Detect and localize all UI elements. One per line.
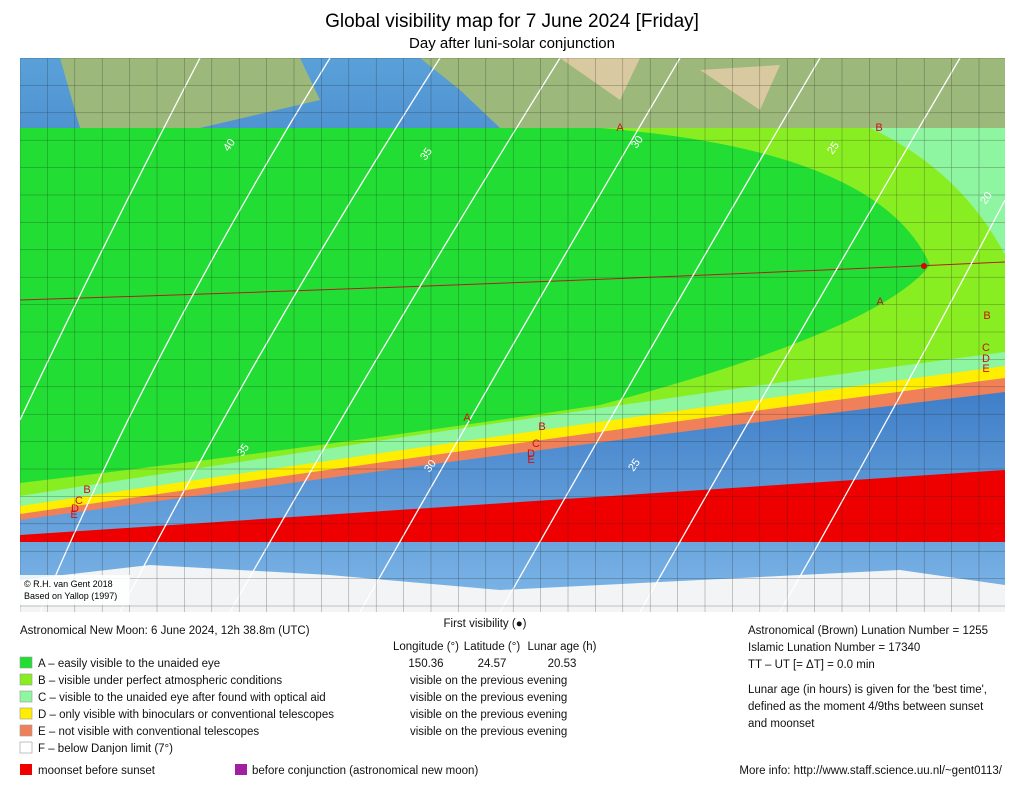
map [20,58,1005,612]
lunation-info: TT – UT [= ΔT] = 0.0 min [748,659,875,671]
lunation-info: Astronomical (Brown) Lunation Number = 1… [748,625,988,637]
contour-label: 20 [978,190,995,207]
legend-swatch [235,764,247,775]
contour [119,58,441,612]
contour [779,199,1005,612]
zone-label: A [463,412,471,424]
contour-label: 25 [626,457,643,474]
zone-label: C [75,495,83,507]
legend-label: C – visible to the unaided eye after fou… [38,692,326,704]
lunar-age-note: Lunar age (in hours) is given for the 'b… [748,684,987,696]
credit-box [20,575,130,605]
note: visible on the previous evening [410,675,567,687]
zone-label: A [876,296,884,308]
zone-label: D [982,353,990,365]
legend-label: moonset before sunset [38,765,156,777]
first-visibility-title: First visibility (●) [444,618,527,630]
contour-label: 30 [422,458,439,475]
credit: © R.H. van Gent 2018 [24,579,113,589]
contour-label: 25 [825,140,842,157]
lunar-age-note: defined as the moment 4/9ths between sun… [748,701,984,713]
title: Global visibility map for 7 June 2024 [F… [325,11,699,32]
subtitle: Day after luni-solar conjunction [409,35,615,52]
zone-label: B [538,421,545,433]
legend-swatch [19,656,33,669]
zone-label: C [532,438,540,450]
contour-label: 30 [629,134,646,151]
column-header: Longitude (°) [393,641,459,653]
zone-label: B [83,484,90,496]
credit: Based on Yallop (1997) [24,591,117,601]
longitude: 150.36 [408,658,443,670]
legend-label: E – not visible with conventional telesc… [38,726,259,738]
visibility-zone [20,128,930,483]
legend-label: before conjunction (astronomical new moo… [252,765,478,777]
column-header: Lunar age (h) [527,641,596,653]
zone-label: E [527,454,534,466]
legend-swatch [19,673,33,686]
zone-label: B [983,310,990,322]
contour [229,58,561,612]
zone-label: E [982,363,989,375]
first-visibility-dot [921,263,927,269]
zone-label: B [875,122,882,134]
note: visible on the previous evening [410,692,567,704]
contour [499,58,821,612]
contour-label: 35 [235,442,252,459]
antarctica [20,565,1005,612]
contour [639,58,961,612]
contour-label: 35 [418,146,435,163]
contour-label: 40 [221,137,238,154]
legend-swatch [19,741,33,754]
legend-label: B – visible under perfect atmospheric co… [38,675,282,687]
zone-label: A [616,122,624,134]
legend-label: F – below Danjon limit (7°) [38,743,173,755]
contour [20,58,201,421]
legend-swatch [19,707,33,720]
note: visible on the previous evening [410,709,567,721]
legend-swatch [20,764,32,775]
ecliptic-line [20,261,1005,301]
legend-label: D – only visible with binoculars or conv… [38,709,334,721]
zone-label: D [527,448,535,460]
zone-label: D [71,503,79,515]
contour [39,58,331,612]
note: visible on the previous evening [410,726,567,738]
lunar-age: 20.53 [548,658,577,670]
legend-swatch [19,690,33,703]
contour [359,58,681,612]
legend-label: A – easily visible to the unaided eye [38,658,220,670]
northern-land [60,58,1005,128]
contours [20,58,1005,612]
zone-label: E [70,509,77,521]
column-header: Latitude (°) [464,641,521,653]
legend-swatch [19,724,33,737]
more-info: More info: http://www.staff.science.uu.n… [739,765,1002,777]
lunation-info: Islamic Lunation Number = 17340 [748,642,920,654]
lunar-age-note: and moonset [748,718,815,730]
new-moon: Astronomical New Moon: 6 June 2024, 12h … [20,625,310,637]
latitude: 24.57 [478,658,507,670]
highlands [560,58,780,110]
zone-label: C [982,342,990,354]
